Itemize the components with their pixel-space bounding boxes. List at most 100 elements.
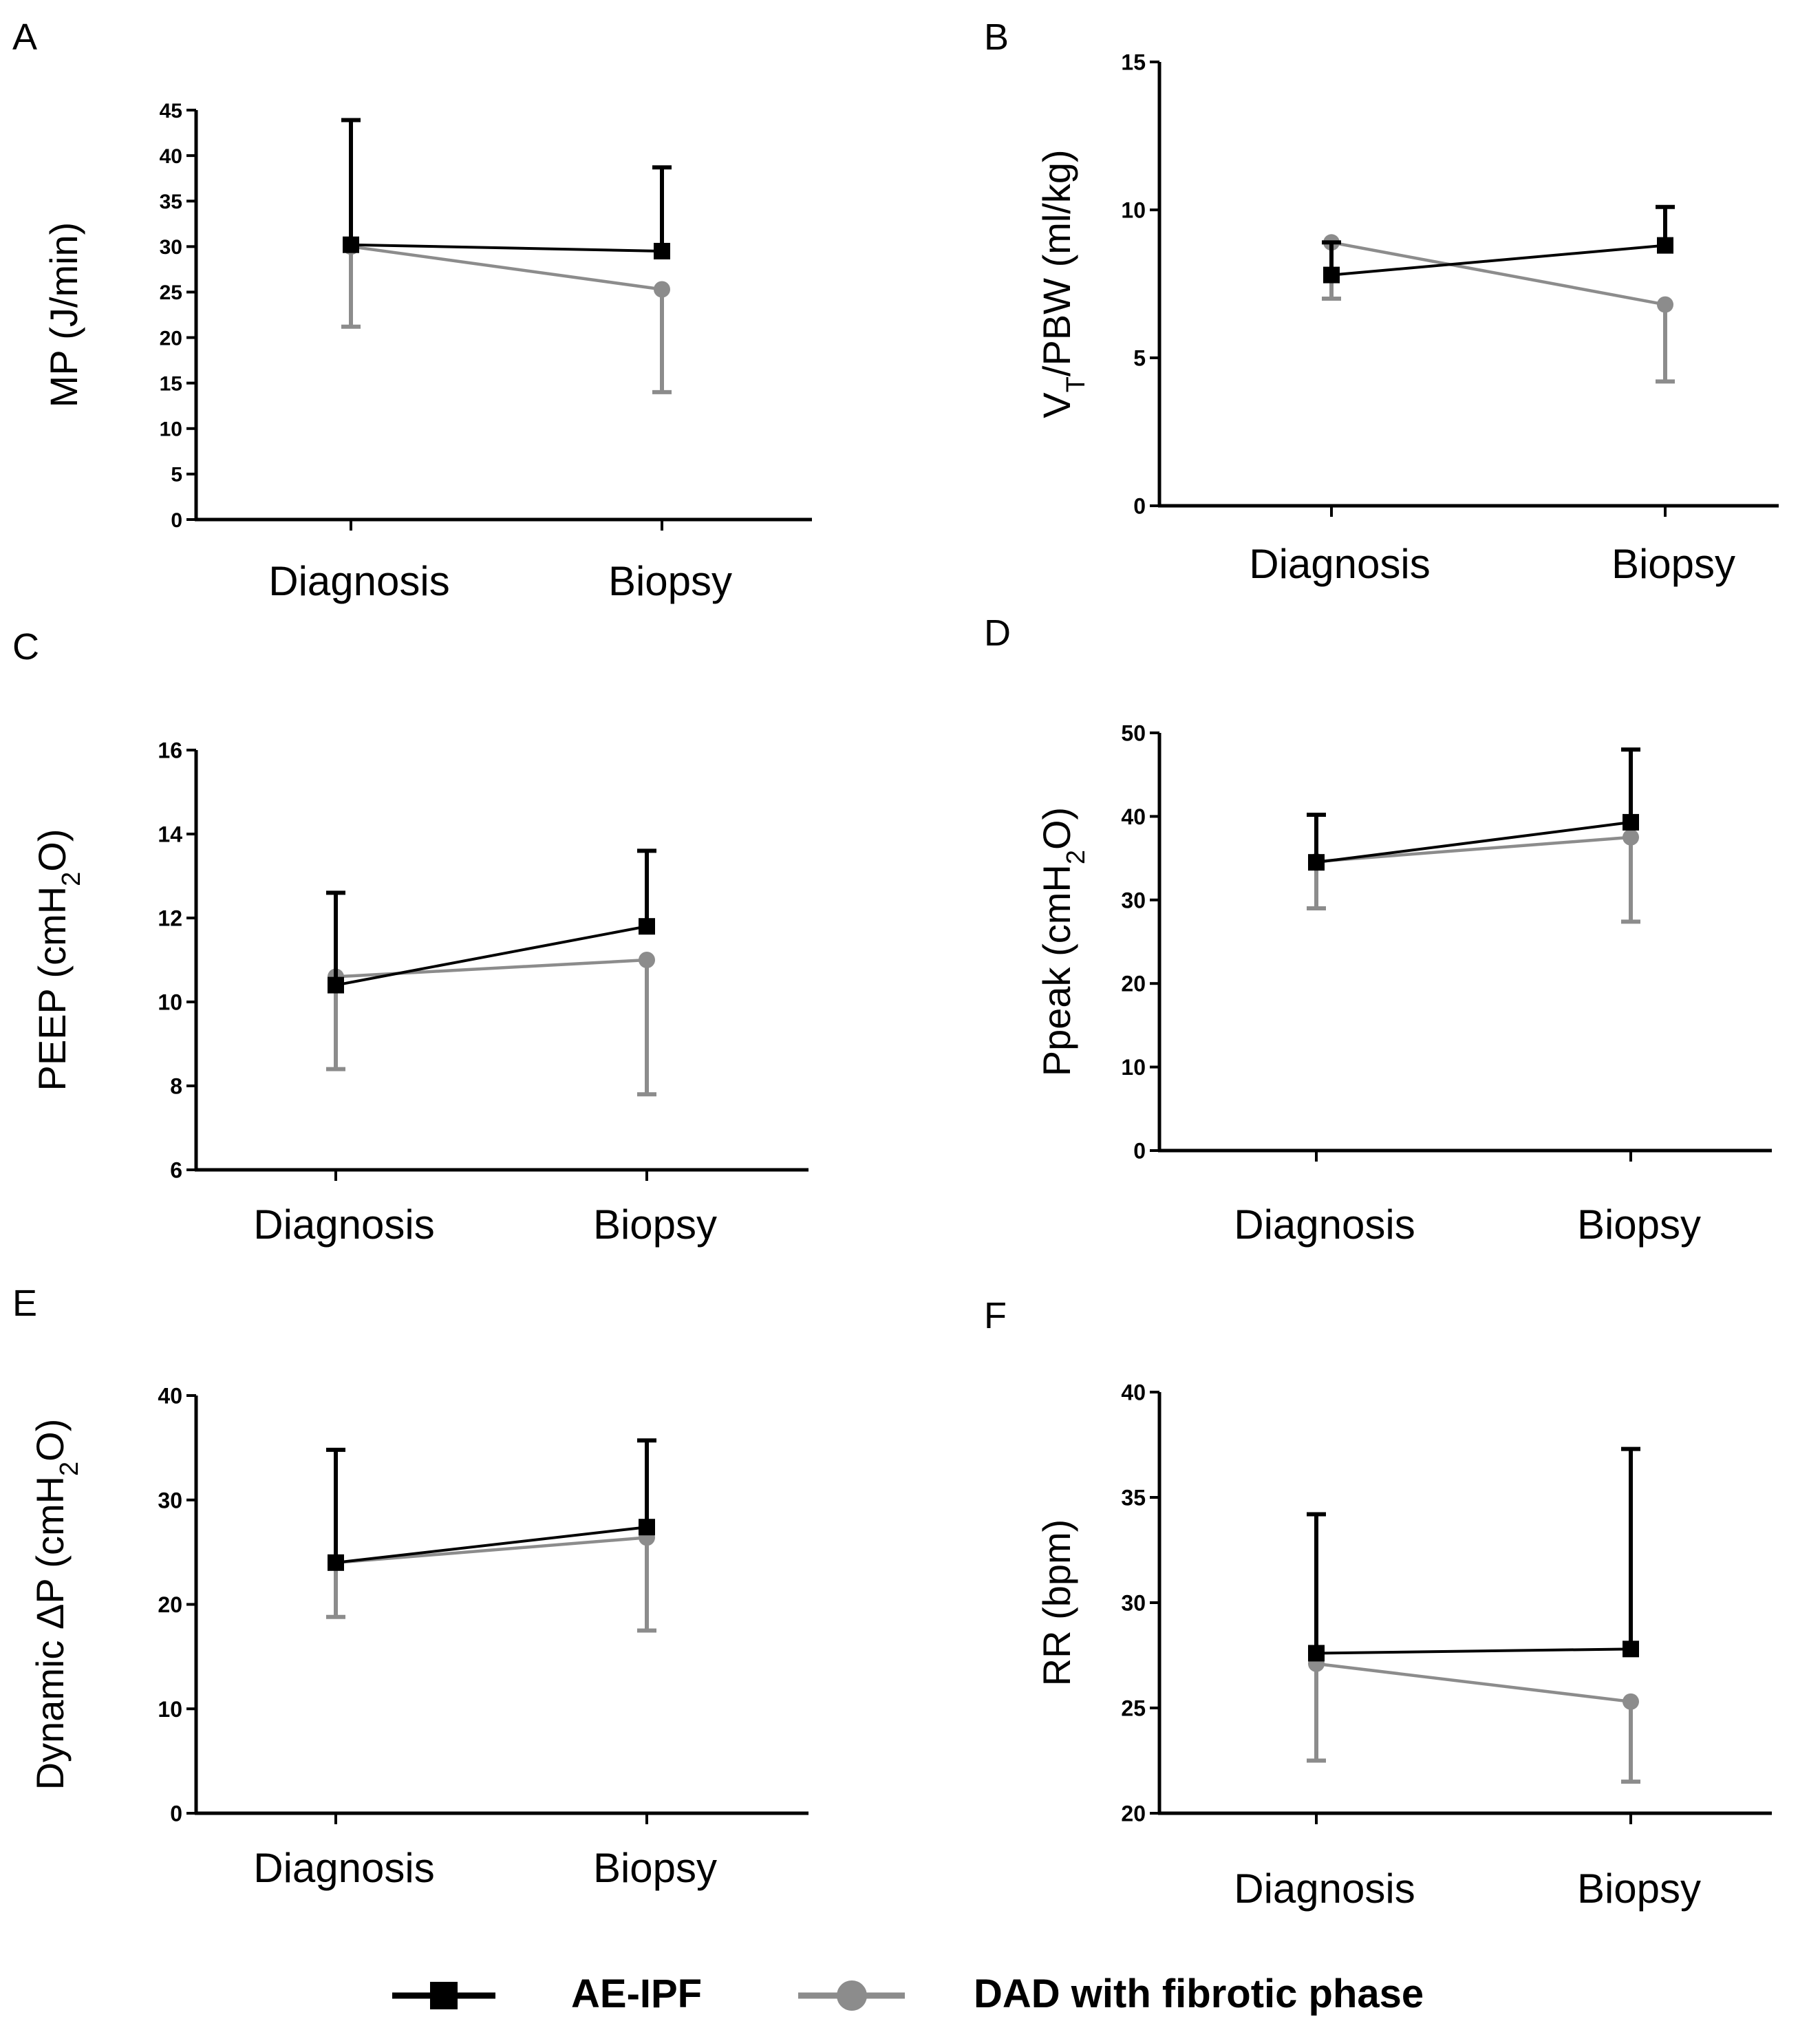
panel-b-x-label-biopsy: Biopsy <box>1612 541 1735 587</box>
panel-a-y-tick-label: 40 <box>160 145 182 168</box>
panel-c-ae-ipf-point <box>639 918 655 935</box>
panel-a-y-tick-label: 15 <box>160 372 182 395</box>
panel-a-y-tick-label: 0 <box>171 509 182 532</box>
panel-f-y-tick-label: 35 <box>1121 1486 1146 1510</box>
panel-d-ae-ipf-line <box>1316 820 1631 864</box>
panel-a-x-label-diagnosis: Diagnosis <box>268 558 449 604</box>
panel-a-y-tick-label: 30 <box>160 236 182 259</box>
panel-e-y-tick-label: 30 <box>158 1488 182 1513</box>
panel-a-y-axis-title: MP (J/min) <box>42 222 85 408</box>
panel-d-y-tick-label: 50 <box>1121 721 1146 746</box>
panel-f-letter: F <box>984 1295 1007 1336</box>
panel-c-y-tick-label: 14 <box>158 822 182 847</box>
panel-c-dad-point <box>639 952 655 968</box>
legend-label-ae-ipf: AE-IPF <box>571 1972 702 2016</box>
panel-d-dad-point <box>1623 829 1639 846</box>
panel-f-x-label-diagnosis: Diagnosis <box>1234 1866 1415 1912</box>
panel-f-y-tick-label: 40 <box>1121 1380 1146 1405</box>
panel-c-x-label-biopsy: Biopsy <box>593 1201 717 1248</box>
panel-a-ae-ipf-point <box>343 236 359 253</box>
panel-b-x-label-diagnosis: Diagnosis <box>1249 541 1430 587</box>
panel-f-ae-ipf-point <box>1623 1641 1639 1658</box>
panel-c-y-tick-label: 8 <box>170 1074 182 1099</box>
panel-a-y-tick-label: 45 <box>160 100 182 122</box>
legend-marker-dad <box>837 1980 867 2011</box>
panel-d-x-label-diagnosis: Diagnosis <box>1234 1201 1415 1248</box>
panel-e-ae-ipf-line <box>335 1526 647 1564</box>
panel-f: F 20 25 30 35 40 Diagnosis Biopsy RR (bpm) <box>984 1295 1772 1912</box>
legend-label-dad: DAD with fibrotic phase <box>974 1972 1424 2016</box>
panel-a-ae-ipf-point <box>654 242 670 259</box>
panel-d-letter: D <box>984 612 1011 654</box>
panel-e-x-label-biopsy: Biopsy <box>593 1845 717 1891</box>
panel-d-y-tick-label: 0 <box>1133 1139 1146 1164</box>
panel-b-dad-point <box>1657 296 1673 313</box>
panel-e-y-tick-label: 40 <box>158 1384 182 1409</box>
panel-d-y-tick-label: 30 <box>1121 888 1146 912</box>
panel-b-y-axis-title: VT/PBW (ml/kg) <box>1035 149 1091 418</box>
panel-f-dad-point <box>1623 1693 1639 1710</box>
panel-b-ae-ipf-point <box>1323 266 1340 284</box>
panel-e-x-label-diagnosis: Diagnosis <box>253 1845 434 1891</box>
panel-c-ae-ipf-point <box>328 976 344 994</box>
panel-c-y-tick-label: 16 <box>158 738 182 763</box>
panel-b: B 0 5 10 15 Diagnosis Biopsy VT/PBW (ml/kg) <box>984 17 1779 587</box>
panel-e-dad-line <box>335 1536 647 1565</box>
panel-b-y-tick-label: 15 <box>1121 50 1146 75</box>
panel-e-letter: E <box>12 1283 37 1324</box>
panel-e-y-axis-title: Dynamic ΔP (cmH2O) <box>28 1419 84 1791</box>
panel-e: E 0 10 20 30 40 Diagnosis Biopsy Dynamic ΔP (cmH… <box>12 1283 809 1891</box>
panel-d: D 0 10 20 30 40 50 Diagnosis Biopsy Ppeak (cmH2O) <box>984 612 1772 1248</box>
panel-d-ae-ipf-point <box>1308 854 1325 871</box>
panel-c-ae-ipf-line <box>335 925 647 987</box>
panel-a-dad-line <box>350 245 663 291</box>
panel-f-y-tick-label: 25 <box>1121 1696 1146 1721</box>
panel-f-ae-ipf-point <box>1308 1645 1325 1662</box>
panel-c-x-label-diagnosis: Diagnosis <box>253 1201 434 1248</box>
panel-d-x-label-biopsy: Biopsy <box>1577 1201 1701 1248</box>
legend: AE-IPF DAD with fibrotic phase <box>392 1972 1424 2016</box>
panel-b-letter: B <box>984 17 1009 58</box>
panel-a-y-tick-label: 5 <box>171 464 182 487</box>
panel-c-y-tick-label: 12 <box>158 906 182 931</box>
panel-a-x-label-biopsy: Biopsy <box>608 558 732 604</box>
panel-d-y-tick-label: 20 <box>1121 972 1146 996</box>
panel-d-y-tick-label: 10 <box>1121 1055 1146 1080</box>
panel-a-ae-ipf-line <box>350 243 663 253</box>
panel-f-y-tick-label: 20 <box>1121 1802 1146 1826</box>
panel-c-y-tick-label: 10 <box>158 990 182 1015</box>
panel-d-dad-line <box>1316 835 1631 864</box>
panel-a-y-tick-label: 10 <box>160 418 182 441</box>
panel-e-y-tick-label: 0 <box>170 1802 182 1826</box>
panel-f-y-tick-label: 30 <box>1121 1591 1146 1616</box>
legend-marker-ae-ipf <box>430 1982 458 2009</box>
panel-f-y-axis-title: RR (bpm) <box>1035 1519 1078 1687</box>
panel-c-y-tick-label: 6 <box>170 1158 182 1183</box>
panel-a-y-tick-label: 25 <box>160 281 182 304</box>
panel-e-y-tick-label: 20 <box>158 1592 182 1617</box>
panel-d-y-axis-title: Ppeak (cmH2O) <box>1035 807 1091 1076</box>
panel-a-letter: A <box>12 17 37 58</box>
panel-b-y-tick-label: 0 <box>1133 494 1146 519</box>
panel-c: C 6 8 10 12 14 16 Diagnosis Biopsy PEEP (cmH2O) <box>12 626 809 1248</box>
panel-b-ae-ipf-line <box>1331 244 1666 277</box>
panel-c-letter: C <box>12 626 39 667</box>
panel-a: A 0 5 10 15 20 25 30 35 40 45 Diagnosis Biopsy MP (J/… <box>12 17 812 604</box>
panel-e-ae-ipf-point <box>328 1554 344 1571</box>
panel-f-x-label-biopsy: Biopsy <box>1577 1866 1701 1912</box>
panel-a-y-tick-label: 35 <box>160 191 182 213</box>
panel-f-dad-line <box>1316 1662 1631 1704</box>
panel-d-y-tick-label: 40 <box>1121 804 1146 829</box>
panel-e-ae-ipf-point <box>639 1519 655 1536</box>
panel-b-y-tick-label: 5 <box>1133 346 1146 371</box>
panel-a-y-tick-label: 20 <box>160 327 182 350</box>
panel-b-dad-line <box>1331 241 1666 306</box>
panel-c-dad-line <box>335 958 647 979</box>
panel-e-y-tick-label: 10 <box>158 1697 182 1722</box>
panel-a-dad-point <box>654 281 670 298</box>
panel-d-ae-ipf-point <box>1623 813 1639 831</box>
panel-b-y-tick-label: 10 <box>1121 198 1146 223</box>
panel-b-ae-ipf-point <box>1657 237 1673 254</box>
panel-f-ae-ipf-line <box>1316 1647 1631 1655</box>
